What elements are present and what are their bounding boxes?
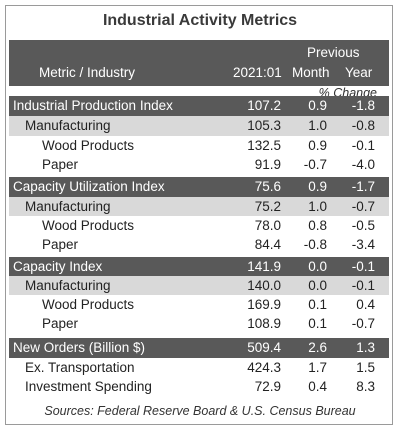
row-month-change: 2.6 (308, 340, 327, 355)
row-value: 108.9 (247, 316, 281, 331)
row-year-change: 1.3 (356, 340, 375, 355)
row-year-change: -0.8 (351, 118, 375, 133)
table-frame: Industrial Activity Metrics Previous Met… (5, 5, 393, 425)
row-label: Wood Products (42, 138, 135, 153)
row-value: 91.9 (254, 157, 281, 172)
table-header: Previous Metric / Industry 2021:01 Month… (9, 40, 389, 86)
table-row: Capacity Utilization Index 75.6 0.9 -1.7 (9, 177, 389, 197)
table-title: Industrial Activity Metrics (102, 12, 298, 29)
row-label: Wood Products (42, 218, 135, 233)
table-row: New Orders (Billion $) 509.4 2.6 1.3 (9, 338, 389, 358)
header-value: 2021:01 (233, 65, 282, 80)
row-month-change: -0.7 (303, 157, 327, 172)
row-label: Paper (42, 157, 79, 172)
row-label: Capacity Index (13, 259, 103, 274)
table-row: Wood Products 169.9 0.1 0.4 (9, 295, 389, 315)
row-label: Wood Products (42, 297, 135, 312)
row-month-change: 0.4 (308, 379, 327, 394)
row-value: 132.5 (247, 138, 281, 153)
table-row: Manufacturing 105.3 1.0 -0.8 (9, 116, 389, 136)
table-row: Wood Products 132.5 0.9 -0.1 (9, 136, 389, 156)
row-month-change: 0.0 (308, 278, 327, 293)
row-month-change: 1.0 (308, 199, 327, 214)
row-year-change: 1.5 (356, 360, 375, 375)
row-label: Paper (42, 316, 79, 331)
row-value: 78.0 (254, 218, 281, 233)
header-month: Month (292, 65, 330, 80)
row-year-change: -3.4 (351, 237, 375, 252)
header-year: Year (345, 65, 373, 80)
row-month-change: 0.0 (308, 259, 327, 274)
table-row: Paper 84.4 -0.8 -3.4 (9, 235, 389, 255)
row-label: Ex. Transportation (25, 360, 135, 375)
table-row: Manufacturing 75.2 1.0 -0.7 (9, 197, 389, 217)
table-row: Investment Spending 72.9 0.4 8.3 (9, 377, 389, 397)
row-value: 509.4 (247, 340, 281, 355)
table-row: Wood Products 78.0 0.8 -0.5 (9, 216, 389, 236)
table-row: Manufacturing 140.0 0.0 -0.1 (9, 276, 389, 296)
row-month-change: 0.1 (308, 297, 327, 312)
row-label: Capacity Utilization Index (13, 179, 165, 194)
source-note: Sources: Federal Reserve Board & U.S. Ce… (44, 404, 356, 418)
row-value: 105.3 (247, 118, 281, 133)
row-year-change: -0.1 (351, 138, 375, 153)
row-month-change: -0.8 (303, 237, 327, 252)
row-label: Investment Spending (25, 379, 152, 394)
table-row: Capacity Index 141.9 0.0 -0.1 (9, 257, 389, 277)
table-row: Ex. Transportation 424.3 1.7 1.5 (9, 358, 389, 378)
row-year-change: -0.1 (351, 259, 375, 274)
row-year-change: -0.1 (351, 278, 375, 293)
row-month-change: 0.1 (308, 316, 327, 331)
table-row: Industrial Production Index 107.2 0.9 -1.8 (9, 96, 389, 116)
row-month-change: 0.9 (308, 179, 327, 194)
row-value: 169.9 (247, 297, 281, 312)
row-value: 107.2 (247, 98, 281, 113)
row-month-change: 1.0 (308, 118, 327, 133)
row-label: New Orders (Billion $) (13, 340, 146, 355)
row-year-change: -0.7 (351, 316, 375, 331)
header-metric: Metric / Industry (39, 65, 136, 80)
row-value: 75.6 (254, 179, 281, 194)
row-label: Industrial Production Index (13, 98, 173, 113)
table-row: Paper 108.9 0.1 -0.7 (9, 314, 389, 334)
row-label: Paper (42, 237, 79, 252)
row-value: 424.3 (247, 360, 281, 375)
row-label: Manufacturing (25, 199, 111, 214)
row-month-change: 0.9 (308, 98, 327, 113)
row-month-change: 0.9 (308, 138, 327, 153)
row-value: 141.9 (247, 259, 281, 274)
row-month-change: 1.7 (308, 360, 327, 375)
row-year-change: -0.5 (351, 218, 375, 233)
row-year-change: -0.7 (351, 199, 375, 214)
row-year-change: -4.0 (351, 157, 375, 172)
row-label: Manufacturing (25, 118, 111, 133)
header-previous: Previous (307, 45, 360, 60)
row-value: 84.4 (254, 237, 281, 252)
row-year-change: 0.4 (356, 297, 375, 312)
row-year-change: 8.3 (356, 379, 375, 394)
row-year-change: -1.8 (351, 98, 375, 113)
row-value: 140.0 (247, 278, 281, 293)
table-row: Paper 91.9 -0.7 -4.0 (9, 155, 389, 175)
row-month-change: 0.8 (308, 218, 327, 233)
row-value: 75.2 (254, 199, 281, 214)
row-year-change: -1.7 (351, 179, 375, 194)
row-value: 72.9 (254, 379, 281, 394)
row-label: Manufacturing (25, 278, 111, 293)
